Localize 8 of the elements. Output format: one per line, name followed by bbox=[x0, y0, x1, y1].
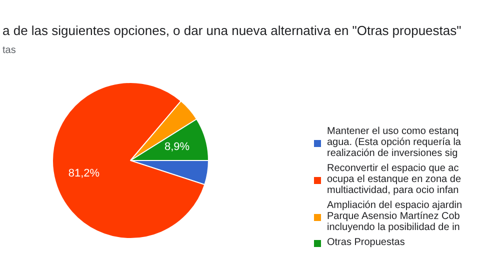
legend-label: Mantener el uso como estanq agua. (Esta opción requería la realización de inversiones sig bbox=[327, 126, 461, 159]
data-label: 81,2% bbox=[68, 168, 100, 180]
chart-subtitle: tas bbox=[2, 45, 16, 56]
data-label: 8,9% bbox=[164, 141, 190, 154]
legend-label: Otras Propuestas bbox=[327, 237, 405, 248]
chart-title: a de las siguientes opciones, o dar una nueva alternativa en "Otras propuestas" bbox=[2, 23, 462, 38]
legend-label: Ampliación del espacio ajardin Parque Asensio Martínez Cob incluyendo la posibilidad de in bbox=[327, 200, 462, 233]
legend-label: Reconvertir el espacio que ac ocupa el estanque en zona de multiactividad, para ocio infan bbox=[327, 163, 461, 196]
